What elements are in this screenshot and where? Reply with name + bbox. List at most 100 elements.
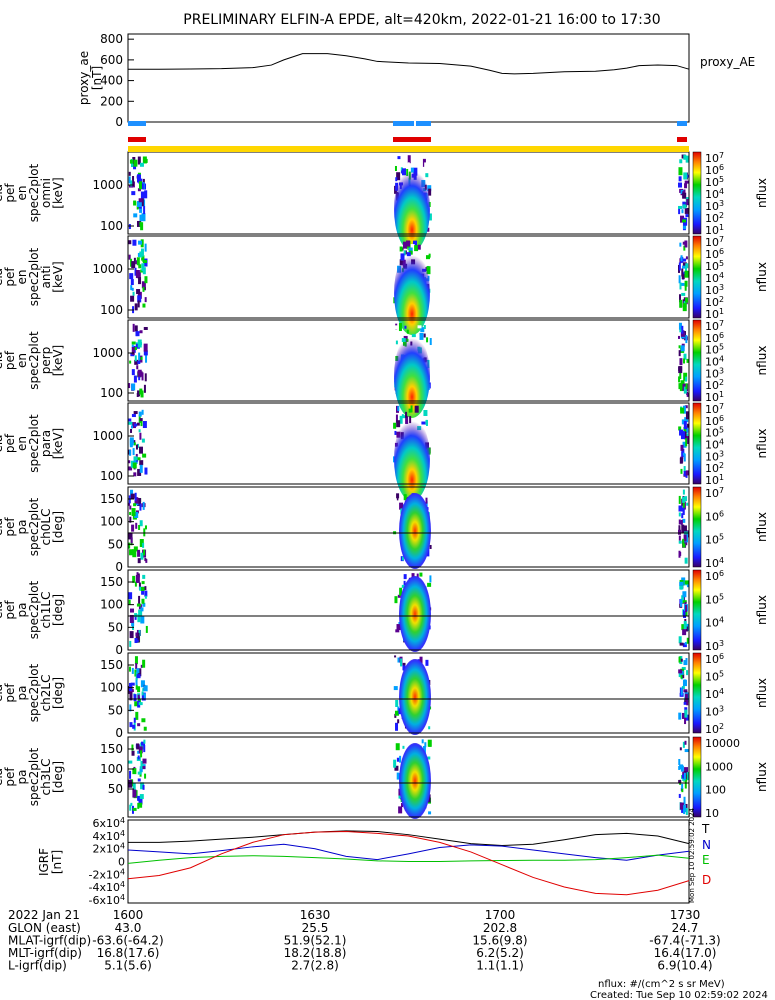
y-tick-label: 100 <box>100 386 123 400</box>
spectrum-pixel <box>679 294 682 303</box>
panel-frame <box>127 402 690 485</box>
spectrum-pixel <box>427 756 431 760</box>
spectrum-pixel <box>424 742 427 748</box>
colorbar-tick-label: 10 <box>705 807 719 820</box>
spectrum-pixel <box>421 739 424 744</box>
spectrum-pixel <box>683 172 688 180</box>
spectrum-pixel <box>130 608 135 613</box>
spectrum-pixel <box>411 573 415 580</box>
y-tick-label: 1000 <box>92 429 123 443</box>
panel-ylabel: elapefenspec2plotperp[keV] <box>0 331 65 390</box>
spectrum-pixel <box>134 656 138 665</box>
spectrum-pixel <box>394 655 397 659</box>
spectrum-pixel <box>683 796 686 805</box>
spectrum-pixel <box>129 549 134 556</box>
spectrum-pixel <box>682 643 687 648</box>
spectrum-pixel <box>128 418 132 422</box>
spectrum-pixel <box>137 698 141 703</box>
spectrum-pixel <box>137 468 142 476</box>
spectrum-pixel <box>680 468 683 474</box>
colorbar-tick-label: 101 <box>705 307 724 321</box>
spectrogram-panel-7: 150 100 50 0 elapefpaspec2plotch2LC[deg] 106 1… <box>0 652 769 740</box>
spectrum-pixel <box>686 199 689 206</box>
spectrum-pixel <box>401 584 406 588</box>
colorbar-tick-label: 102 <box>705 461 724 475</box>
spectrum-pixel <box>133 546 138 552</box>
spectrum-pixel <box>680 598 683 607</box>
spectrum-pixel <box>130 279 134 286</box>
spectrum-pixel <box>429 575 432 583</box>
spectrum-pixel <box>395 743 400 751</box>
spectrum-pixel <box>686 427 689 433</box>
spectrum-pixel <box>396 420 401 428</box>
spectrum-pixel <box>681 209 684 214</box>
spectrum-pixel <box>143 685 148 692</box>
spectrum-pixel <box>140 191 145 199</box>
spectrum-pixel <box>678 505 683 512</box>
spectrum-pixel <box>425 501 428 509</box>
spectrum-pixel <box>136 639 139 643</box>
spectrum-pixel <box>395 340 398 345</box>
colorbar-tick-label: 107 <box>705 235 724 249</box>
spectrum-pixel <box>140 760 144 769</box>
spectrum-pixel <box>134 359 139 365</box>
y-tick-label: 1000 <box>92 346 123 360</box>
spectrum-pixel <box>134 325 138 332</box>
spectrum-pixel <box>427 582 432 587</box>
spectrum-pixel <box>134 581 137 587</box>
y-tick-label: 150 <box>100 742 123 756</box>
spectrum-pixel <box>144 276 148 284</box>
colorbar-tick-label: 104 <box>705 616 724 630</box>
panel-ylabel: elapefpaspec2plotch1LC[deg] <box>0 580 65 639</box>
footer-row-label: MLAT-igrf(dip) <box>8 934 91 948</box>
spectrum-pixel <box>143 693 146 699</box>
colorbar-tick-label: 104 <box>705 438 724 452</box>
spectrum-pixel <box>141 409 144 415</box>
spectrum-pixel <box>394 430 397 435</box>
spectrum-pixel <box>134 669 137 677</box>
spectrum-pixel <box>682 192 687 199</box>
spectrum-pixel <box>683 466 686 473</box>
y-tick-label: 6x104 <box>92 816 125 830</box>
spectrum-pixel <box>129 437 134 446</box>
energy-enhancement <box>394 167 430 251</box>
spectrum-pixel <box>135 684 138 690</box>
spectrum-pixel <box>143 745 146 753</box>
spectrum-pixel <box>684 431 687 440</box>
spectrum-pixel <box>132 323 135 332</box>
spectrum-pixel <box>145 354 148 363</box>
spectrum-pixel <box>133 442 136 446</box>
spectrum-pixel <box>397 719 400 724</box>
y-tick-label: 400 <box>100 74 123 88</box>
spectrum-pixel <box>682 303 687 312</box>
spectrum-pixel <box>134 267 137 276</box>
spectrum-pixel <box>683 453 686 462</box>
spectrum-pixel <box>682 674 685 679</box>
spectrum-pixel <box>138 609 143 616</box>
y-tick-label: 50 <box>108 703 123 717</box>
spectrum-pixel <box>686 392 689 397</box>
spectrum-pixel <box>129 159 133 164</box>
spectrum-pixel <box>139 766 143 773</box>
spectrum-pixel <box>399 502 404 510</box>
spectrum-pixel <box>679 282 682 290</box>
spectrum-pixel <box>685 657 688 662</box>
spectrum-pixel <box>135 331 140 337</box>
spectrum-pixel <box>678 205 683 209</box>
footer-date: 2022 Jan 21 <box>8 908 80 922</box>
spectrum-pixel <box>403 494 407 501</box>
igrf-frame <box>127 819 690 904</box>
spectrum-pixel <box>686 584 689 588</box>
y-tick-label: 100 <box>100 469 123 483</box>
spectrum-pixel <box>137 778 141 782</box>
colorbar-tick-label: 101 <box>705 223 724 237</box>
spectrum-pixel <box>396 772 400 780</box>
spectrum-pixel <box>680 687 683 696</box>
footer-cell: 5.1(5.6) <box>104 959 152 973</box>
spectrum-pixel <box>141 581 145 585</box>
spectrum-pixel <box>394 710 399 716</box>
spectrum-pixel <box>679 581 684 586</box>
spectrum-pixel <box>140 248 144 257</box>
spectrum-pixel <box>678 275 681 284</box>
